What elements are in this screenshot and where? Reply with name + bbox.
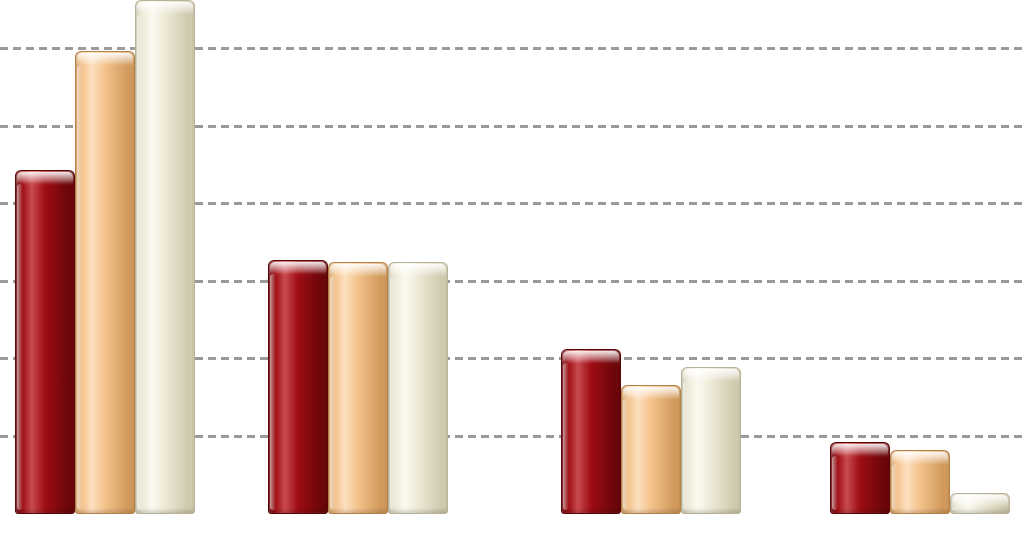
bar-group-1-series-a — [15, 170, 75, 514]
bar-group-1-series-c — [135, 0, 195, 514]
bar-group-1-series-b — [75, 51, 135, 514]
bar-group-3-series-b — [621, 385, 681, 514]
bar-group-4-series-b — [890, 450, 950, 514]
bar-group-4-series-c — [950, 493, 1010, 514]
bar-group-4-series-a — [830, 442, 890, 514]
bar-group-3-series-c — [681, 367, 741, 514]
bar-group-2-series-b — [328, 262, 388, 514]
bar-chart — [0, 0, 1024, 542]
bar-group-2-series-c — [388, 262, 448, 514]
bar-group-3-series-a — [561, 349, 621, 514]
bar-group-2-series-a — [268, 260, 328, 514]
